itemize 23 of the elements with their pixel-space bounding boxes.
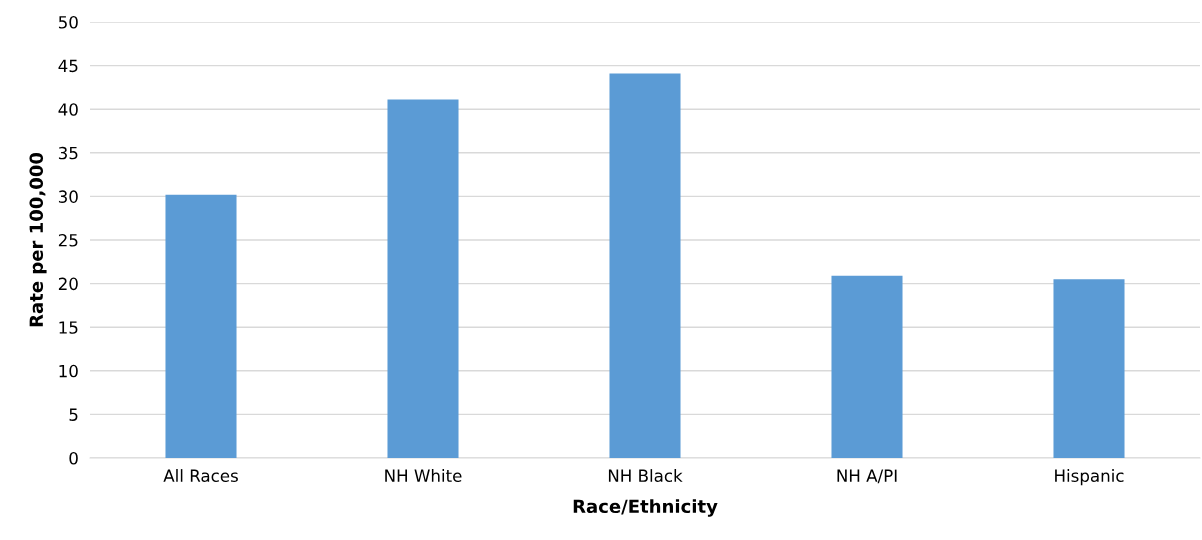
y-tick-label: 20 [58,277,78,291]
y-axis-title: Rate per 100,000 [29,152,47,327]
bar [609,73,681,458]
x-tick-label: NH White [385,469,462,483]
bar [831,275,903,458]
y-tick-label: 30 [58,190,78,203]
bar [165,194,237,458]
x-tick-label: Hispanic [1055,469,1124,486]
bar [387,99,459,458]
y-tick-label: 25 [58,233,78,247]
y-tick-label: 0 [69,451,78,465]
y-tick-label: 15 [59,321,78,334]
x-axis-title: Race/Ethnicity [573,499,718,517]
y-tick-label: 5 [69,408,78,421]
y-tick-label: 10 [59,364,78,378]
y-tick-label: 35 [58,146,78,160]
bar [1053,279,1125,458]
y-tick-label: 50 [58,15,78,29]
y-tick-label: 40 [58,103,78,116]
y-tick-label: 45 [58,59,78,73]
x-tick-label: All Races [163,469,238,483]
x-tick-label: NH A/PI [837,469,897,484]
x-tick-label: NH Black [608,469,683,483]
